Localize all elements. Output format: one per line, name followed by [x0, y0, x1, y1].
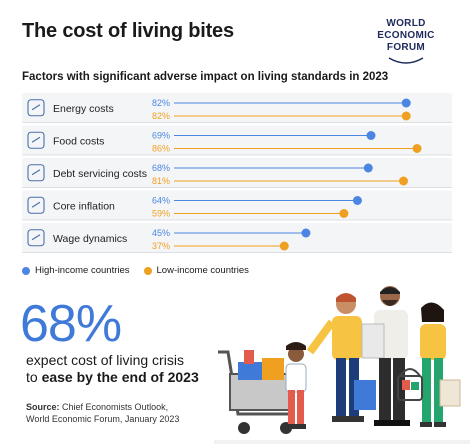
data-label: 86%: [152, 144, 170, 154]
headline-line-2-bold: ease by the end of 2023: [41, 369, 199, 385]
chart-subtitle: Factors with significant adverse impact …: [22, 71, 389, 83]
row-background: [22, 223, 452, 253]
legend-item-low: Low-income countries: [143, 265, 249, 276]
data-point: [279, 241, 289, 251]
woman-figure: [397, 302, 461, 427]
debt-icon: [27, 164, 45, 182]
logo-line-2: ECONOMIC: [377, 30, 435, 41]
source-note: Source: Chief Economists Outlook, World …: [26, 401, 179, 425]
inflation-icon-detail: [31, 201, 41, 208]
headline-text: expect cost of living crisis to ease by …: [26, 352, 199, 386]
data-point: [412, 144, 422, 153]
child-figure: [285, 342, 307, 429]
legend-label-high: High-income countries: [35, 265, 130, 276]
source-label: Source:: [26, 402, 60, 412]
inflation-icon: [27, 196, 45, 214]
row-background: [22, 158, 452, 188]
source-line-1: Chief Economists Outlook,: [62, 402, 169, 412]
energy-icon-detail: [31, 104, 41, 111]
headline-line-2-prefix: to: [26, 369, 42, 385]
data-point: [363, 163, 373, 173]
data-label: 82%: [152, 98, 170, 108]
bearded-man-figure: [361, 286, 410, 426]
data-point: [399, 176, 409, 186]
data-label: 68%: [152, 163, 170, 173]
debt-icon-detail: [31, 169, 41, 176]
shopping-family-illustration: [214, 286, 470, 444]
legend-label-low: Low-income countries: [156, 265, 249, 276]
legend-dot-low: [143, 266, 152, 275]
data-point: [339, 209, 349, 218]
food-icon: [27, 131, 45, 149]
legend-dot-high: [22, 266, 30, 275]
category-label: Core inflation: [53, 200, 115, 212]
data-label: 81%: [152, 176, 170, 186]
data-point: [401, 98, 411, 108]
data-label: 64%: [152, 196, 170, 206]
food-icon-detail: [31, 136, 41, 143]
shopping-cart-icon: [218, 350, 294, 434]
energy-icon: [27, 99, 45, 117]
source-line-2: World Economic Forum, January 2023: [26, 414, 180, 424]
dot-chart: Energy costs Food costs Debt servicing cos…: [22, 93, 452, 253]
headline-value: 68%: [20, 295, 122, 353]
wage-icon: [27, 229, 45, 247]
headline-line-1: expect cost of living crisis: [26, 352, 184, 368]
man-yellow-shirt-figure: [306, 293, 376, 422]
category-label: Wage dynamics: [53, 233, 127, 245]
logo-line-3: FORUM: [386, 42, 426, 53]
data-point: [301, 228, 311, 238]
category-label: Debt servicing costs: [53, 168, 147, 180]
wef-logo: WORLD ECONOMIC FORUM: [366, 18, 446, 66]
category-label: Food costs: [53, 135, 104, 147]
logo-arc-icon: [388, 57, 424, 64]
data-label: 37%: [152, 241, 170, 251]
data-point: [352, 196, 362, 205]
page-title: The cost of living bites: [22, 20, 234, 42]
data-label: 69%: [152, 131, 170, 141]
legend-item-high: High-income countries: [22, 265, 130, 276]
category-label: Energy costs: [53, 103, 114, 115]
wage-icon-detail: [31, 234, 41, 241]
data-label: 59%: [152, 209, 170, 219]
data-label: 45%: [152, 228, 170, 238]
logo-line-1: WORLD: [386, 18, 426, 29]
data-point: [401, 111, 411, 121]
data-point: [366, 131, 376, 140]
row-background: [22, 93, 452, 123]
row-background: [22, 125, 452, 155]
data-label: 82%: [152, 111, 170, 121]
chart-legend: High-income countries Low-income countri…: [22, 265, 257, 276]
